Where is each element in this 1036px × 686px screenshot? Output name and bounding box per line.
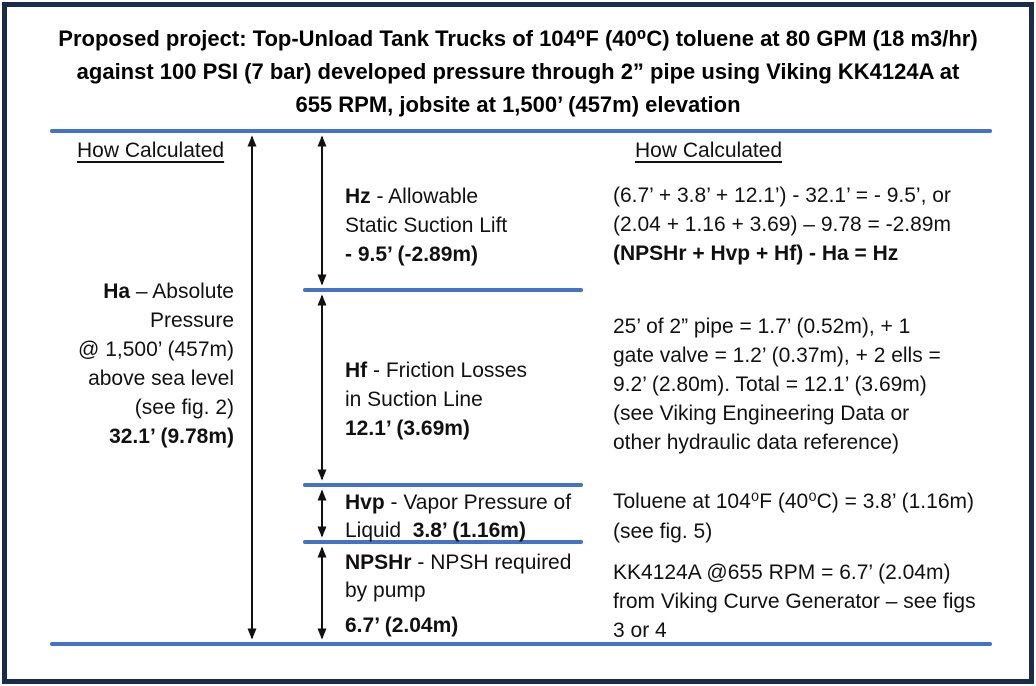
npshr-value: 6.7’ (2.04m)	[345, 614, 459, 637]
ha-value: 32.1’ (9.78m)	[109, 425, 234, 448]
hf-hvp-divider-line	[303, 483, 583, 487]
hvp-label-line1: Hvp - Vapor Pressure of	[345, 489, 571, 517]
npshr-label-block: NPSHr - NPSH required by pump 6.7’ (2.04…	[345, 549, 571, 640]
right-how-calculated-heading: How Calculated	[635, 139, 783, 162]
hvp-calc-block: Toluene at 104⁰F (40⁰C) = 3.8’ (1.16m) (…	[613, 490, 974, 543]
hvp-line2-prefix: Liquid	[345, 519, 413, 542]
hvp-label-line2: Liquid 3.8’ (1.16m)	[345, 517, 571, 545]
hf-desc: - Friction Losses	[367, 359, 528, 382]
ha-label-block: Ha – Absolute Pressure @ 1,500’ (457m) a…	[38, 277, 234, 451]
npshr-calc-block: KK4124A @655 RPM = 6.7’ (2.04m) from Vik…	[613, 561, 976, 642]
hz-label-line1: Hz - Allowable	[345, 182, 507, 211]
npshr-label-line1: NPSHr - NPSH required	[345, 549, 571, 577]
hf-value: 12.1’ (3.69m)	[345, 417, 470, 440]
hz-hf-divider-line	[303, 288, 583, 292]
npshr-desc: - NPSH required	[411, 551, 572, 574]
hvp-label-block: Hvp - Vapor Pressure of Liquid 3.8’ (1.1…	[345, 489, 571, 545]
ha-desc: – Absolute	[130, 280, 234, 303]
hf-label-line2: in Suction Line	[345, 388, 483, 411]
hvp-value: 3.8’ (1.16m)	[412, 519, 526, 542]
page-title: Proposed project: Top-Unload Tank Trucks…	[58, 26, 978, 117]
hz-value: - 9.5’ (-2.89m)	[345, 243, 479, 266]
hz-label-line2: Static Suction Lift	[345, 214, 508, 237]
ha-term: Ha	[103, 280, 131, 303]
hf-label-block: Hf - Friction Losses in Suction Line 12.…	[345, 356, 527, 443]
ha-label-lines: Pressure @ 1,500’ (457m) above sea level…	[78, 309, 234, 419]
hz-label-block: Hz - Allowable Static Suction Lift - 9.5…	[345, 182, 507, 269]
bottom-reference-line	[50, 642, 992, 646]
hz-calc-formula: (NPSHr + Hvp + Hf) - Ha = Hz	[613, 242, 899, 265]
hz-term: Hz	[345, 185, 371, 208]
hvp-desc: - Vapor Pressure of	[384, 491, 572, 514]
hvp-term: Hvp	[345, 491, 385, 514]
hf-label-line1: Hf - Friction Losses	[345, 356, 527, 385]
npshr-term: NPSHr	[345, 551, 412, 574]
top-reference-line	[50, 129, 992, 133]
hf-calc-block: 25’ of 2” pipe = 1.7’ (0.52m), + 1 gate …	[613, 315, 941, 454]
npshr-label-line2: by pump	[345, 579, 426, 602]
hz-desc: - Allowable	[370, 185, 479, 208]
left-how-calculated-heading: How Calculated	[77, 139, 225, 162]
ha-label-line1: Ha – Absolute	[38, 277, 234, 306]
hf-term: Hf	[345, 359, 368, 382]
hz-calc-lines: (6.7’ + 3.8’ + 12.1’) - 32.1’ = - 9.5’, …	[613, 184, 951, 236]
hvp-npshr-divider-line	[303, 540, 583, 544]
hz-calc-block: (6.7’ + 3.8’ + 12.1’) - 32.1’ = - 9.5’, …	[613, 181, 951, 268]
